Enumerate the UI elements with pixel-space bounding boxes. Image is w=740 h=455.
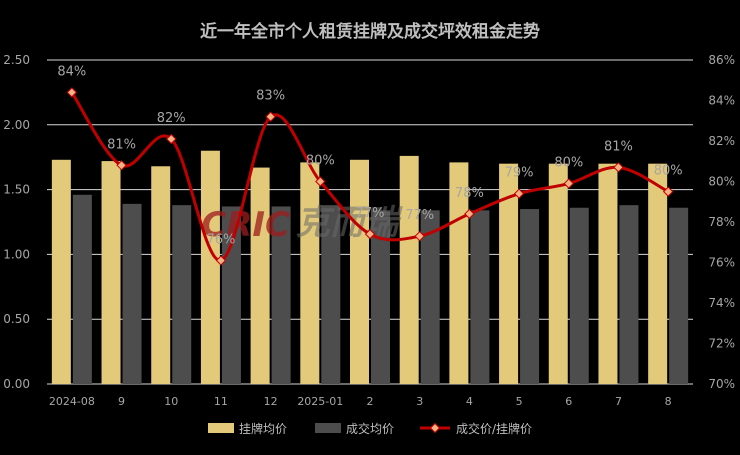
- ratio-marker: [563, 178, 574, 189]
- x-tick-label: 5: [516, 395, 523, 408]
- y-right-tick-label: 86%: [708, 53, 735, 67]
- legend-swatch-listing: [208, 423, 234, 433]
- deal-price-bar: [669, 207, 689, 384]
- watermark-text: 克而瑞: [296, 203, 403, 243]
- ratio-line: [66, 87, 674, 266]
- x-tick-label: 8: [665, 395, 672, 408]
- ratio-data-label: 80%: [306, 154, 335, 169]
- deal-price-bar: [221, 206, 241, 384]
- x-tick-label: 4: [466, 395, 473, 408]
- watermark-brand: CRIC: [201, 205, 290, 245]
- legend-label-ratio: 成交价/挂牌价: [456, 421, 532, 436]
- deal-price-bar: [619, 205, 639, 384]
- y-left-tick-label: 2.00: [3, 118, 30, 132]
- ratio-data-label: 81%: [604, 139, 633, 154]
- y-right-tick-label: 82%: [708, 134, 735, 148]
- listing-price-bar: [300, 162, 320, 384]
- deal-price-bar: [420, 210, 440, 384]
- watermark: CRIC 克而瑞: [201, 203, 403, 245]
- deal-price-bar: [72, 194, 92, 384]
- deal-price-bar: [569, 207, 589, 384]
- y-left-tick-label: 2.50: [3, 53, 30, 67]
- deal-price-bar: [321, 205, 341, 384]
- listing-price-bar: [648, 163, 668, 384]
- listing-price-bar: [250, 167, 270, 384]
- y-right-tick-label: 76%: [708, 256, 735, 270]
- listing-price-bar: [200, 150, 220, 384]
- listing-price-bar: [101, 161, 121, 384]
- ratio-marker: [414, 230, 425, 242]
- deal-price-bar: [371, 210, 390, 384]
- deal-price-bar: [122, 203, 142, 384]
- ratio-marker: [613, 162, 624, 173]
- ratio-data-label: 84%: [57, 64, 86, 79]
- x-tick-label: 2024-08: [49, 395, 95, 408]
- axes: 0.000.501.001.502.002.5070%72%74%76%78%8…: [3, 53, 735, 408]
- listing-price-bar: [51, 159, 71, 384]
- y-right-tick-label: 70%: [708, 377, 735, 391]
- x-tick-label: 12: [264, 395, 278, 408]
- ratio-data-label: 81%: [107, 137, 136, 152]
- deal-price-bar: [172, 205, 192, 384]
- y-left-tick-label: 0.50: [3, 312, 30, 326]
- ratio-marker: [265, 111, 276, 122]
- x-tick-label: 2025-01: [297, 395, 343, 408]
- chart-title: 近一年全市个人租赁挂牌及成交坪效租金走势: [200, 21, 540, 42]
- ratio-marker: [364, 228, 376, 240]
- x-tick-label: 7: [615, 395, 622, 408]
- listing-price-bar: [548, 163, 568, 384]
- listing-price-bar: [151, 166, 171, 384]
- y-left-tick-label: 1.00: [3, 247, 30, 261]
- ratio-marker: [66, 87, 78, 98]
- ratio-data-label: 77%: [356, 206, 385, 221]
- ratio-marker: [315, 176, 326, 187]
- ratio-data-label: 79%: [505, 166, 534, 181]
- legend-swatch-ratio-marker: [429, 422, 441, 434]
- legend-label-deal: 成交均价: [346, 421, 394, 436]
- ratio-data-label: 80%: [654, 164, 683, 179]
- ratio-data-label: 77%: [405, 208, 434, 223]
- ratio-marker: [116, 160, 127, 171]
- deal-price-bar: [470, 210, 490, 384]
- ratio-marker: [215, 255, 227, 266]
- bars: [51, 150, 689, 384]
- ratio-data-label: 82%: [157, 111, 186, 126]
- ratio-marker: [464, 208, 475, 220]
- ratio-data-label: 80%: [554, 156, 583, 171]
- x-tick-label: 3: [416, 395, 423, 408]
- y-right-tick-label: 74%: [708, 296, 735, 310]
- y-right-tick-label: 78%: [708, 215, 735, 229]
- ratio-marker: [166, 133, 177, 145]
- deal-price-bar: [520, 209, 540, 384]
- x-tick-label: 2: [367, 395, 374, 408]
- y-right-tick-label: 84%: [708, 94, 735, 108]
- legend-swatch-deal: [315, 423, 341, 433]
- x-tick-label: 10: [164, 395, 178, 408]
- y-right-tick-label: 72%: [708, 337, 735, 351]
- listing-price-bar: [399, 155, 419, 384]
- ratio-data-label: 78%: [455, 186, 484, 201]
- y-left-tick-label: 0.00: [3, 377, 30, 391]
- x-tick-label: 9: [118, 395, 125, 408]
- x-tick-label: 6: [565, 395, 572, 408]
- ratio-marker: [662, 186, 674, 197]
- deal-price-bar: [271, 206, 291, 384]
- listing-price-bar: [499, 163, 519, 384]
- listing-price-bar: [350, 159, 369, 384]
- y-left-tick-label: 1.50: [3, 183, 30, 197]
- legend-label-listing: 挂牌均价: [239, 422, 287, 436]
- x-tick-label: 11: [214, 395, 228, 408]
- legend: 挂牌均价 成交均价 成交价/挂牌价: [208, 421, 532, 436]
- data-labels: 84% 81% 82% 76% 83% 80% 77% 77% 78% 79% 80% 81% 80%: [57, 64, 682, 247]
- ratio-data-label: 76%: [206, 232, 235, 247]
- listing-price-bar: [598, 163, 618, 384]
- y-right-tick-label: 80%: [708, 175, 735, 189]
- ratio-data-label: 83%: [256, 89, 285, 104]
- ratio-marker: [513, 188, 525, 199]
